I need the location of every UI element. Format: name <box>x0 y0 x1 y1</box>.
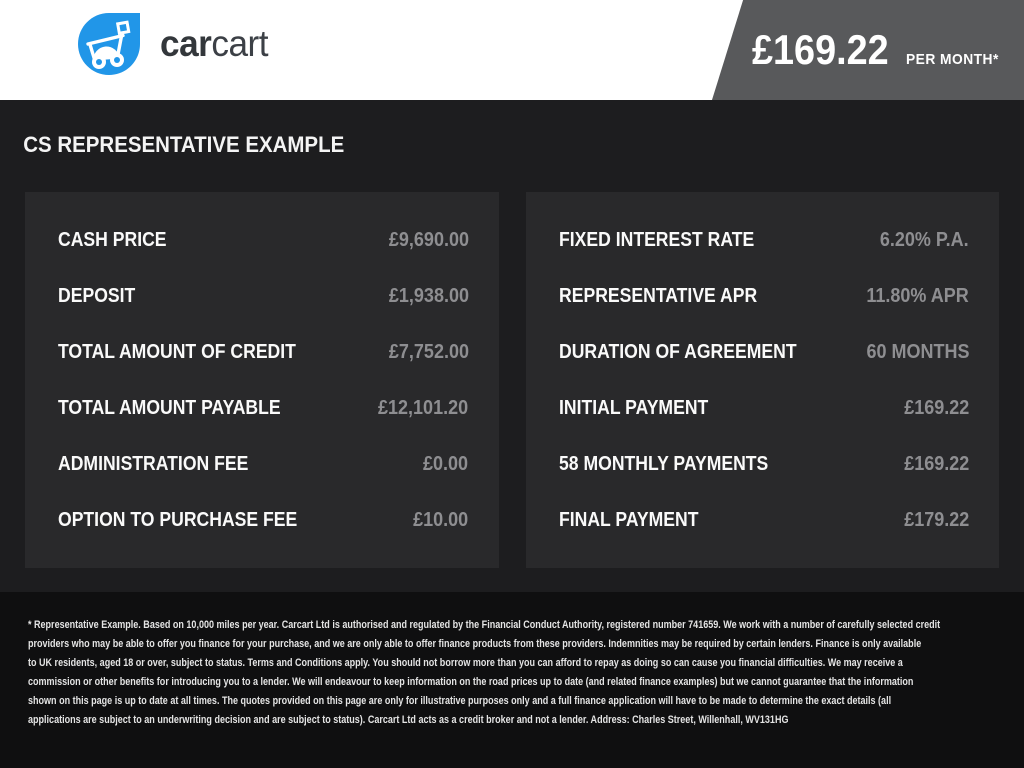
finance-row-value: £12,101.20 <box>378 396 469 419</box>
finance-row-value: £1,938.00 <box>388 284 469 307</box>
finance-row-value: £169.22 <box>903 396 969 419</box>
monthly-price-amount: £169.22 <box>752 26 889 73</box>
finance-row: INITIAL PAYMENT £169.22 <box>559 380 970 436</box>
finance-row: ADMINISTRATION FEE £0.00 <box>58 436 469 492</box>
brand-word-cart: cart <box>211 23 269 64</box>
representative-example-section: CS REPRESENTATIVE EXAMPLE CASH PRICE £9,6… <box>0 100 1024 592</box>
finance-row-value: £7,752.00 <box>388 340 469 363</box>
finance-row: CASH PRICE £9,690.00 <box>58 212 469 268</box>
finance-row-value: £0.00 <box>423 452 469 475</box>
monthly-price-flag: £169.22 PER MONTH* <box>711 0 1024 100</box>
brand-word-car: car <box>160 23 212 64</box>
finance-row-label: TOTAL AMOUNT PAYABLE <box>58 396 281 419</box>
page-title: CS REPRESENTATIVE EXAMPLE <box>23 132 345 157</box>
finance-row-value: 60 MONTHS <box>865 340 969 363</box>
finance-row-label: INITIAL PAYMENT <box>558 396 708 419</box>
finance-row-value: 6.20% P.A. <box>880 228 969 251</box>
finance-row: REPRESENTATIVE APR 11.80% APR <box>559 268 970 324</box>
finance-row-label: FIXED INTEREST RATE <box>558 228 754 251</box>
finance-row-value: £169.22 <box>903 452 969 475</box>
finance-panel-left: CASH PRICE £9,690.00 DEPOSIT £1,938.00 TOTAL… <box>25 192 499 568</box>
legal-footer-text: * Representative Example. Based on 10,00… <box>28 616 996 730</box>
brand-wordmark: carcart <box>160 23 269 65</box>
finance-row-label: DEPOSIT <box>58 284 136 307</box>
finance-row-label: ADMINISTRATION FEE <box>58 452 249 475</box>
finance-row-value: 11.80% APR <box>866 284 969 307</box>
finance-row-label: TOTAL AMOUNT OF CREDIT <box>58 340 296 363</box>
finance-row-label: DURATION OF AGREEMENT <box>558 340 797 363</box>
finance-panel-right: FIXED INTEREST RATE 6.20% P.A. REPRESENTAT… <box>525 192 999 568</box>
legal-footer: * Representative Example. Based on 10,00… <box>0 592 1024 768</box>
finance-row: 58 MONTHLY PAYMENTS £169.22 <box>559 436 970 492</box>
site-header: carcart £169.22 PER MONTH* <box>0 0 1024 100</box>
finance-row-label: REPRESENTATIVE APR <box>558 284 757 307</box>
monthly-price-period: PER MONTH* <box>905 51 999 68</box>
shopping-cart-droplet-icon <box>78 13 140 75</box>
carcart-logo[interactable]: carcart <box>78 13 274 75</box>
footer-line: commission or other benefits for introdu… <box>28 676 914 688</box>
finance-row: DURATION OF AGREEMENT 60 MONTHS <box>559 324 970 380</box>
finance-row: FINAL PAYMENT £179.22 <box>559 492 970 548</box>
footer-line: applications are subject to an underwrit… <box>28 714 789 726</box>
finance-row-label: 58 MONTHLY PAYMENTS <box>558 452 768 475</box>
finance-row: TOTAL AMOUNT PAYABLE £12,101.20 <box>58 380 469 436</box>
finance-row-label: CASH PRICE <box>58 228 167 251</box>
finance-row-value: £179.22 <box>903 508 969 531</box>
finance-row: TOTAL AMOUNT OF CREDIT £7,752.00 <box>58 324 469 380</box>
footer-line: shown on this page is up to date at all … <box>28 695 892 707</box>
finance-row-label: FINAL PAYMENT <box>558 508 699 531</box>
finance-row-value: £10.00 <box>413 508 469 531</box>
finance-row: DEPOSIT £1,938.00 <box>58 268 469 324</box>
finance-row: OPTION TO PURCHASE FEE £10.00 <box>58 492 469 548</box>
footer-line: to UK residents, aged 18 or over, subjec… <box>28 657 903 669</box>
finance-row: FIXED INTEREST RATE 6.20% P.A. <box>559 212 970 268</box>
footer-line: * Representative Example. Based on 10,00… <box>28 619 941 631</box>
finance-row-label: OPTION TO PURCHASE FEE <box>58 508 298 531</box>
finance-row-value: £9,690.00 <box>388 228 469 251</box>
finance-panels: CASH PRICE £9,690.00 DEPOSIT £1,938.00 TOTAL… <box>25 192 999 568</box>
footer-line: providers who may be able to offer you f… <box>28 638 922 650</box>
